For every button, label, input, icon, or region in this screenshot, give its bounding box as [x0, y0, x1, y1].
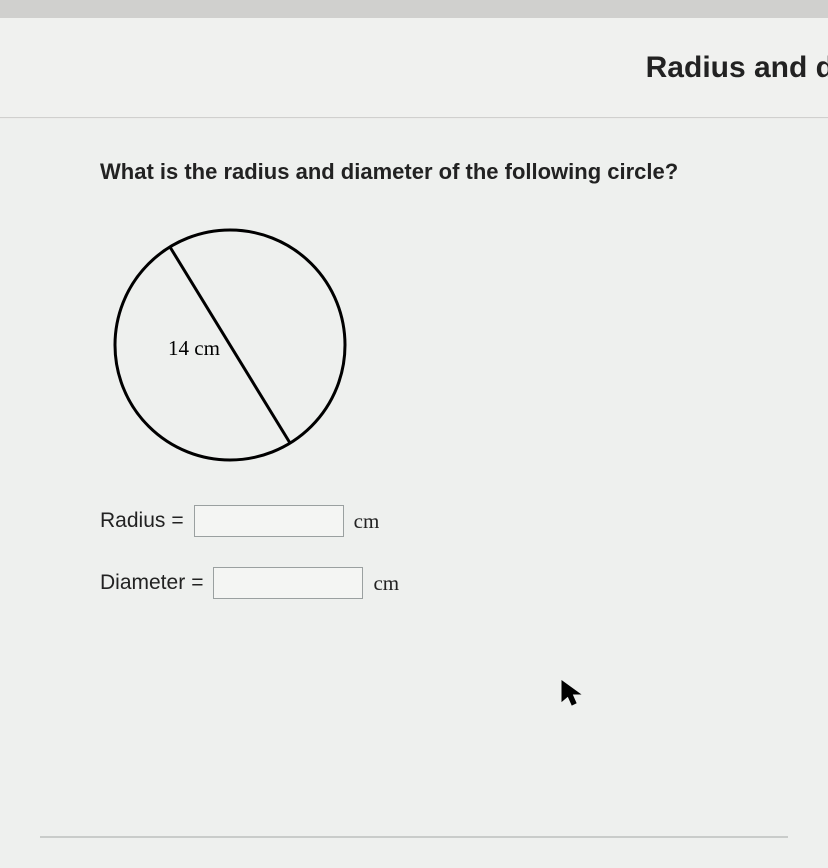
answers-section: Radius = cm Diameter = cm	[100, 505, 748, 599]
diameter-unit: cm	[373, 571, 399, 596]
radius-row: Radius = cm	[100, 505, 748, 537]
dimension-label: 14 cm	[168, 336, 220, 360]
header: Radius and d	[0, 18, 828, 118]
circle-diagram: 14 cm	[100, 215, 360, 475]
diameter-input[interactable]	[213, 567, 363, 599]
diameter-row: Diameter = cm	[100, 567, 748, 599]
page-title: Radius and d	[646, 51, 828, 85]
radius-label: Radius	[100, 509, 165, 533]
radius-unit: cm	[354, 509, 380, 534]
circle-svg: 14 cm	[100, 215, 360, 475]
equals-sign: =	[191, 571, 203, 595]
radius-input[interactable]	[194, 505, 344, 537]
top-strip	[0, 0, 828, 18]
question-text: What is the radius and diameter of the f…	[100, 159, 748, 185]
diameter-label: Diameter	[100, 571, 185, 595]
content-area: What is the radius and diameter of the f…	[0, 118, 828, 868]
divider	[40, 836, 788, 838]
cursor-icon	[560, 679, 584, 707]
equals-sign: =	[171, 509, 183, 533]
